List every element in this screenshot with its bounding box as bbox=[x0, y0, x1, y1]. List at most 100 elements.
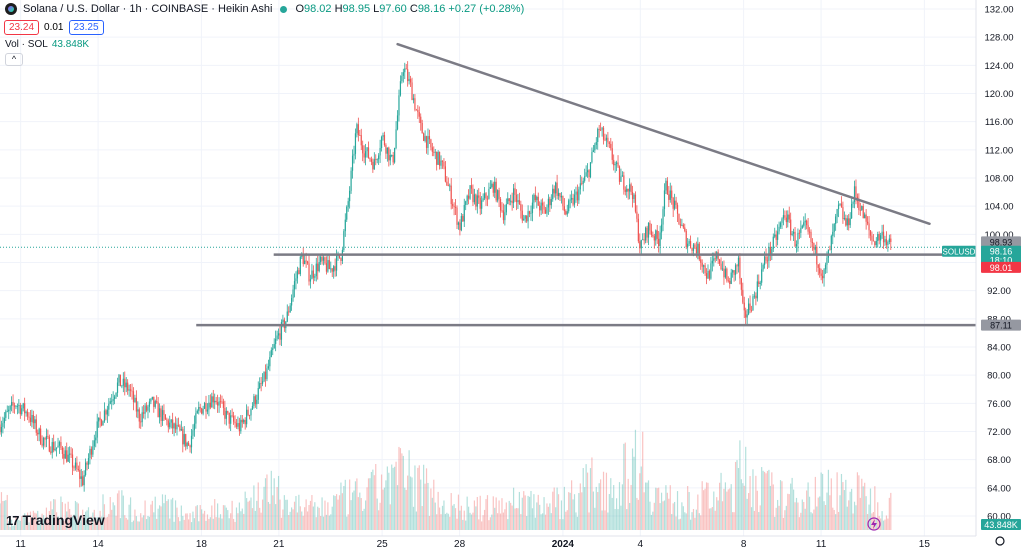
symbol-title[interactable]: Solana / U.S. Dollar · 1h · COINBASE · H… bbox=[23, 3, 273, 15]
candle-body bbox=[778, 226, 780, 232]
volume-bar bbox=[671, 514, 673, 530]
volume-bar bbox=[392, 467, 394, 530]
price-tick-label: 92.00 bbox=[987, 286, 1011, 297]
volume-bar bbox=[99, 510, 101, 530]
volume-bar bbox=[492, 496, 494, 530]
volume-bar bbox=[423, 464, 425, 530]
volume-bar bbox=[575, 512, 577, 530]
volume-bar bbox=[354, 481, 357, 530]
price-tick-label: 104.00 bbox=[984, 202, 1013, 213]
sell-button[interactable]: 23.24 bbox=[4, 20, 40, 35]
candle-body bbox=[0, 424, 1, 433]
candle-body bbox=[118, 374, 120, 383]
candle-body bbox=[806, 220, 808, 226]
volume-bar bbox=[288, 515, 290, 530]
candle-body bbox=[755, 295, 757, 299]
candle-body bbox=[359, 135, 361, 136]
volume-bar bbox=[697, 494, 699, 530]
gear-icon[interactable] bbox=[995, 536, 1005, 546]
volume-bar bbox=[585, 464, 587, 530]
volume-bar bbox=[119, 518, 122, 530]
volume-bar bbox=[766, 470, 769, 530]
volume-bar bbox=[132, 520, 135, 530]
price-tick-label: 72.00 bbox=[987, 427, 1011, 438]
volume-bar bbox=[125, 517, 127, 530]
volume-bar bbox=[772, 484, 774, 530]
candle-body bbox=[829, 249, 831, 251]
candle-body bbox=[111, 400, 113, 402]
time-tick-label: 8 bbox=[741, 539, 747, 550]
volume-bar bbox=[289, 511, 291, 530]
volume-bar bbox=[166, 501, 168, 530]
collapse-legend-button[interactable]: ^ bbox=[5, 53, 23, 66]
volume-bar bbox=[718, 482, 721, 530]
volume-bar bbox=[846, 506, 848, 530]
volume-bar bbox=[711, 507, 713, 530]
time-tick-label: 2024 bbox=[552, 539, 575, 550]
volume-bar bbox=[266, 474, 268, 530]
volume-bar bbox=[164, 494, 166, 530]
candle-body bbox=[83, 475, 85, 486]
volume-bar bbox=[862, 486, 864, 530]
volume-label[interactable]: Vol · SOL bbox=[5, 39, 48, 50]
tradingview-wordmark: TradingView bbox=[22, 512, 105, 528]
candle-body bbox=[494, 181, 496, 193]
candle-body bbox=[427, 136, 429, 148]
volume-bar bbox=[47, 519, 49, 530]
candle-body bbox=[131, 390, 133, 392]
candle-body bbox=[0, 426, 3, 433]
volume-bar bbox=[795, 497, 798, 530]
volume-bar bbox=[53, 499, 55, 530]
time-axis[interactable]: 11 14 18 21 25 28 2024 4 8 11 15 bbox=[0, 535, 1005, 550]
volume-bar bbox=[170, 499, 172, 530]
volume-bar bbox=[543, 497, 545, 530]
volume-bar bbox=[827, 469, 830, 530]
candle-body bbox=[370, 159, 373, 162]
drawings[interactable]: SOLUSD bbox=[196, 42, 976, 531]
volume-bar bbox=[409, 476, 412, 530]
candle-body bbox=[150, 399, 152, 402]
volume-bar bbox=[218, 517, 220, 530]
candle-body bbox=[808, 231, 811, 233]
volume-bar bbox=[257, 482, 259, 530]
candle-body bbox=[234, 421, 236, 424]
price-axis[interactable]: 60.0064.0068.0072.0076.0080.0084.0088.00… bbox=[975, 0, 1024, 552]
lightning-icon[interactable] bbox=[867, 517, 881, 531]
volume-bar bbox=[425, 468, 428, 530]
candle-body bbox=[726, 268, 728, 281]
candle-body bbox=[689, 241, 692, 248]
candle-body bbox=[250, 409, 252, 416]
volume-bar bbox=[312, 506, 314, 530]
volume-bar bbox=[804, 508, 806, 530]
volume-bar bbox=[688, 492, 690, 530]
volume-bar bbox=[675, 516, 677, 530]
candle-body bbox=[645, 227, 647, 241]
candle-body bbox=[575, 191, 577, 195]
candle-body bbox=[163, 410, 165, 415]
volume-bar bbox=[878, 515, 880, 530]
candle-body bbox=[74, 462, 77, 468]
candle-body bbox=[338, 253, 341, 258]
candle-body bbox=[137, 409, 139, 412]
volume-bar bbox=[378, 510, 380, 530]
volume-bar bbox=[203, 510, 206, 530]
volume-bar bbox=[660, 492, 663, 530]
volume-bar bbox=[566, 510, 568, 530]
candle-body bbox=[114, 396, 116, 400]
candle-body bbox=[597, 129, 599, 142]
volume-bar bbox=[482, 515, 484, 530]
candle-body bbox=[398, 95, 400, 116]
volume-bar bbox=[629, 502, 631, 530]
volume-bar bbox=[700, 515, 702, 530]
volume-bar bbox=[169, 518, 171, 530]
candle-body bbox=[740, 278, 742, 290]
volume-bar bbox=[703, 490, 705, 530]
candle-body bbox=[202, 408, 204, 414]
buy-button[interactable]: 23.25 bbox=[68, 20, 104, 35]
volume-bar bbox=[494, 507, 496, 530]
volume-bar bbox=[112, 502, 114, 530]
candle-body bbox=[714, 258, 716, 260]
volume-bar bbox=[549, 503, 551, 530]
candle-body bbox=[681, 224, 683, 226]
